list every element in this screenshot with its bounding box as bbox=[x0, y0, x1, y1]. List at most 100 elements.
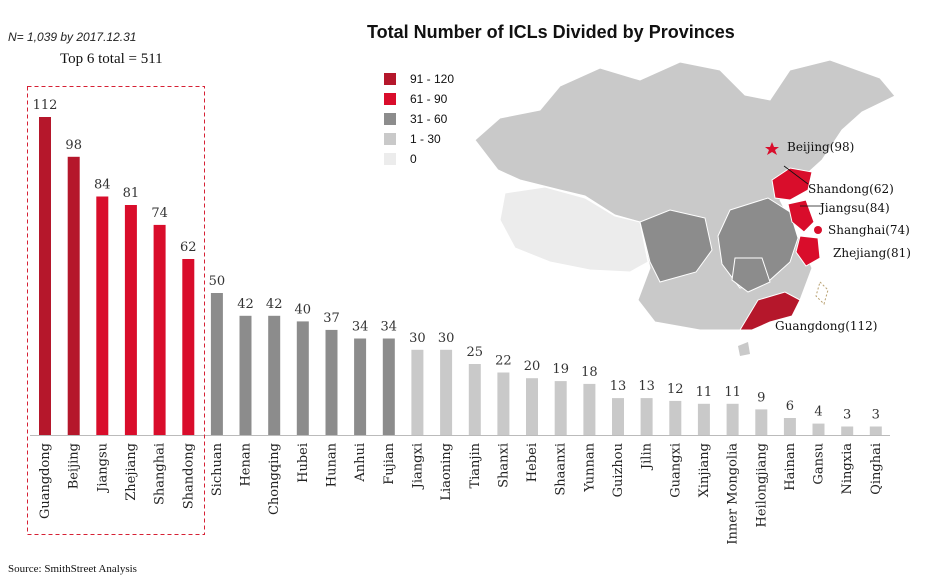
value-label: 11 bbox=[724, 385, 741, 400]
category-label: Liaoning bbox=[439, 443, 454, 501]
category-label: Jiangxi bbox=[410, 443, 425, 490]
category-label: Guangdong bbox=[38, 443, 53, 519]
value-label: 6 bbox=[786, 399, 794, 414]
legend-swatch bbox=[384, 153, 396, 165]
map-taiwan bbox=[815, 281, 829, 305]
bar-hainan bbox=[783, 418, 796, 435]
map-label-guangdong: Guangdong(112) bbox=[775, 319, 877, 333]
value-label: 13 bbox=[610, 379, 627, 394]
legend-item: 0 bbox=[384, 149, 454, 169]
legend-swatch bbox=[384, 113, 396, 125]
legend-swatch bbox=[384, 93, 396, 105]
category-label: Shanghai bbox=[153, 443, 168, 505]
bar-hunan bbox=[325, 329, 338, 435]
value-label: 30 bbox=[438, 331, 455, 346]
value-label: 20 bbox=[524, 359, 541, 374]
bar-group bbox=[39, 117, 882, 436]
value-label: 50 bbox=[209, 274, 226, 289]
category-label: Xinjiang bbox=[697, 443, 712, 497]
category-label: Guizhou bbox=[611, 443, 626, 497]
category-label: Shandong bbox=[181, 443, 196, 509]
sample-note: N= 1,039 by 2017.12.31 bbox=[8, 30, 137, 44]
value-label: 81 bbox=[123, 186, 140, 201]
category-label: Guangxi bbox=[668, 443, 683, 498]
map-label-beijing: Beijing(98) bbox=[787, 140, 854, 154]
category-label: Fujian bbox=[382, 442, 397, 484]
bar-shanxi bbox=[497, 372, 510, 435]
bar-shaanxi bbox=[554, 381, 567, 435]
category-label: Beijing bbox=[67, 443, 82, 489]
value-label: 13 bbox=[638, 379, 655, 394]
bar-shanghai bbox=[153, 224, 166, 435]
value-label: 42 bbox=[237, 297, 254, 312]
value-label: 11 bbox=[696, 385, 713, 400]
legend-swatch bbox=[384, 133, 396, 145]
legend-label: 31 - 60 bbox=[410, 112, 448, 126]
value-label: 34 bbox=[381, 320, 398, 335]
value-label: 42 bbox=[266, 297, 283, 312]
category-label: Shaanxi bbox=[554, 443, 569, 496]
bar-hubei bbox=[296, 321, 309, 435]
map-gray-sichuan bbox=[639, 209, 713, 283]
map-label-zhejiang: Zhejiang(81) bbox=[833, 246, 911, 260]
legend-label: 0 bbox=[410, 152, 417, 166]
value-label: 3 bbox=[872, 408, 880, 423]
value-label: 19 bbox=[552, 362, 569, 377]
bar-guizhou bbox=[612, 398, 624, 435]
china-map: Beijing(98) Shandong(62) Jiangsu(84) Sha… bbox=[474, 59, 911, 356]
value-label: 34 bbox=[352, 320, 369, 335]
map-pointer-line bbox=[783, 165, 809, 185]
legend-item: 61 - 90 bbox=[384, 89, 454, 109]
bar-yunnan bbox=[583, 383, 596, 435]
category-label: Hainan bbox=[783, 442, 798, 490]
value-label: 37 bbox=[323, 311, 340, 326]
legend: 91 - 120 61 - 90 31 - 60 1 - 30 0 bbox=[384, 69, 454, 169]
value-label: 25 bbox=[467, 345, 484, 360]
bar-beijing bbox=[67, 156, 80, 436]
value-label: 4 bbox=[814, 405, 822, 420]
bar-guangdong bbox=[39, 117, 51, 435]
legend-label: 1 - 30 bbox=[410, 132, 441, 146]
source-note: Source: SmithStreet Analysis bbox=[8, 563, 137, 575]
category-label: Anhui bbox=[353, 443, 368, 483]
value-label: 84 bbox=[94, 178, 111, 193]
bar-hebei bbox=[526, 378, 538, 435]
top6-highlight-box bbox=[27, 86, 205, 535]
category-label: Heilongjiang bbox=[754, 443, 769, 528]
bar-henan bbox=[239, 315, 252, 436]
bar-qinghai bbox=[869, 426, 882, 435]
category-label: Shanxi bbox=[496, 443, 511, 488]
value-label: 40 bbox=[295, 302, 312, 317]
category-label: Sichuan bbox=[210, 442, 225, 496]
bar-tianjin bbox=[468, 364, 481, 435]
bar-liaoning bbox=[440, 349, 453, 435]
category-label: Jiangsu bbox=[95, 443, 110, 494]
legend-label: 61 - 90 bbox=[410, 92, 448, 106]
value-label: 112 bbox=[33, 98, 58, 113]
category-label: Hubei bbox=[296, 443, 311, 483]
value-label: 98 bbox=[65, 138, 82, 153]
bar-inner-mongolia bbox=[726, 403, 739, 435]
value-label: 22 bbox=[495, 354, 512, 369]
category-label: Yunnan bbox=[582, 442, 597, 492]
legend-swatch bbox=[384, 73, 396, 85]
top6-total-label: Top 6 total = 511 bbox=[60, 51, 163, 67]
category-label: Inner Mongolia bbox=[726, 443, 741, 545]
category-label: Hunan bbox=[325, 442, 340, 487]
legend-item: 31 - 60 bbox=[384, 109, 454, 129]
category-label: Tianjin bbox=[468, 442, 483, 488]
category-label: Ningxia bbox=[840, 443, 855, 495]
bar-chongqing bbox=[268, 315, 281, 436]
value-label: 74 bbox=[151, 206, 168, 221]
map-red-jiangsu bbox=[787, 199, 815, 233]
legend-item: 1 - 30 bbox=[384, 129, 454, 149]
category-label-group: Guangdong Beijing Jiangsu Zhejiang Shanghai S… bbox=[38, 442, 884, 544]
value-label: 30 bbox=[409, 331, 426, 346]
map-label-shanghai: Shanghai(74) bbox=[828, 223, 910, 237]
category-label: Henan bbox=[239, 442, 254, 486]
bar-xinjiang bbox=[697, 403, 710, 435]
category-label: Zhejiang bbox=[124, 443, 139, 501]
map-red-shandong bbox=[771, 167, 813, 201]
